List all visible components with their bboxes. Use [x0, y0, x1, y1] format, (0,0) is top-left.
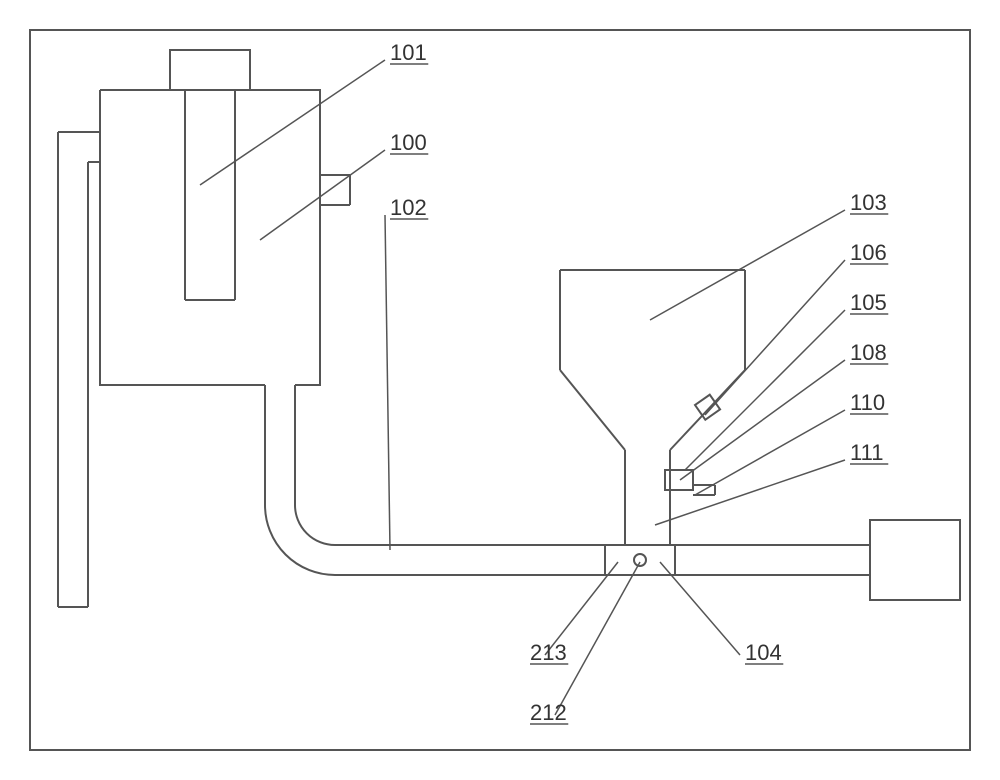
right-block	[870, 520, 960, 600]
label-l103: 103	[850, 190, 887, 215]
tank-body	[100, 90, 320, 385]
label-l106: 106	[850, 240, 887, 265]
label-l213: 213	[530, 640, 567, 665]
leader-l101	[200, 60, 385, 185]
label-l108: 108	[850, 340, 887, 365]
joint-circle	[634, 554, 646, 566]
leader-l100	[260, 150, 385, 240]
outer-frame	[30, 30, 970, 750]
leader-l106	[705, 260, 845, 415]
elbow-inner	[295, 505, 335, 545]
label-l101: 101	[390, 40, 427, 65]
label-l105: 105	[850, 290, 887, 315]
leader-l103	[650, 210, 845, 320]
technical-diagram: 101 100 102 103 106 105 108 110 111 104 213 212	[0, 0, 1000, 780]
label-l110: 110	[850, 390, 885, 415]
side-attachment-upper	[695, 395, 720, 420]
label-l111: 111	[850, 440, 883, 465]
label-l104: 104	[745, 640, 782, 665]
tank-top-cap	[170, 50, 250, 90]
leader-l212	[555, 562, 640, 715]
label-l102: 102	[390, 195, 427, 220]
leader-l102	[385, 215, 390, 550]
elbow-outer	[265, 505, 335, 575]
leader-l105	[685, 310, 845, 470]
joint-box	[605, 545, 675, 575]
label-l212: 212	[530, 700, 567, 725]
label-l100: 100	[390, 130, 427, 155]
